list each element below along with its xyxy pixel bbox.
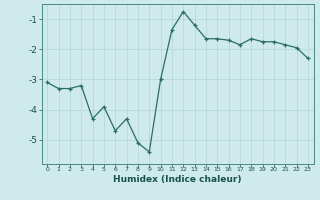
X-axis label: Humidex (Indice chaleur): Humidex (Indice chaleur) (113, 175, 242, 184)
